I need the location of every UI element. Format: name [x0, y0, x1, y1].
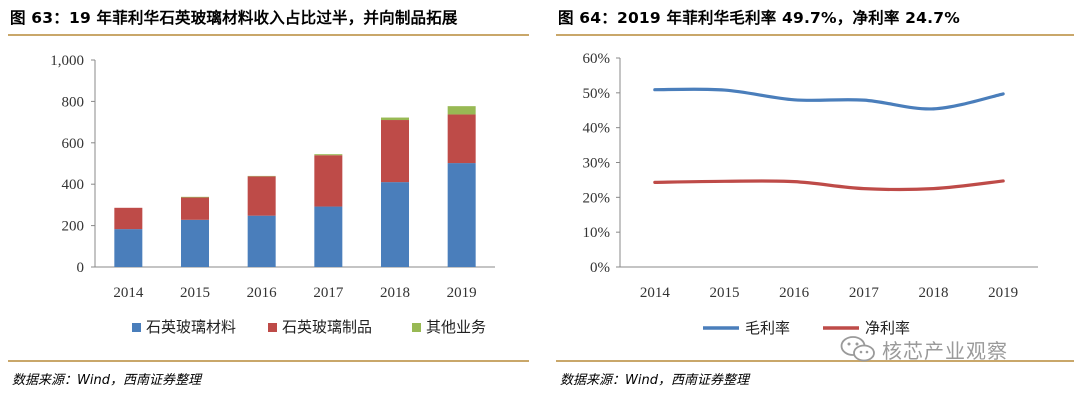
figure-title: 图 64：2019 年菲利华毛利率 49.7%，净利率 24.7% — [558, 9, 960, 27]
bar-segment — [447, 106, 476, 115]
x-tick-label: 2019 — [447, 285, 477, 301]
title-divider — [8, 34, 529, 36]
x-tick-label: 2017 — [313, 285, 344, 301]
legend-label: 毛利率 — [745, 319, 790, 337]
y-tick-label: 60% — [583, 51, 611, 67]
y-tick-label: 40% — [583, 121, 611, 137]
figure-title: 图 63：19 年菲利华石英玻璃材料收入占比过半，并向制品拓展 — [10, 9, 458, 27]
y-tick-label: 0 — [77, 260, 85, 276]
wechat-icon — [840, 336, 875, 362]
x-tick-label: 2018 — [919, 285, 949, 301]
x-tick-label: 2016 — [779, 285, 810, 301]
y-tick-label: 800 — [62, 94, 85, 110]
x-tick-label: 2015 — [710, 285, 740, 301]
bar-segment — [381, 117, 409, 121]
y-tick-label: 0% — [590, 260, 610, 276]
bar-segment — [314, 154, 343, 156]
bar-segment — [447, 114, 476, 164]
title-divider — [556, 34, 1074, 36]
y-tick-label: 400 — [62, 177, 85, 193]
y-tick-label: 50% — [583, 86, 611, 102]
chart-panel-revenue: 图 63：19 年菲利华石英玻璃材料收入占比过半，并向制品拓展 0 200 400 6… — [0, 0, 535, 404]
legend-label: 石英玻璃制品 — [282, 318, 372, 336]
source-divider — [556, 360, 1074, 362]
source-note: 数据来源：Wind，西南证券整理 — [12, 373, 201, 388]
watermark-text: 核芯产业观察 — [882, 338, 1008, 363]
bar-segment — [381, 182, 409, 267]
y-tick-label: 1,000 — [50, 53, 84, 69]
x-tick-label: 2016 — [247, 285, 278, 301]
bar-segment — [181, 196, 209, 198]
bar-segment — [314, 206, 343, 267]
y-tick-label: 30% — [583, 156, 611, 172]
y-tick-label: 10% — [583, 225, 611, 241]
x-tick-label: 2014 — [640, 285, 671, 301]
line-chart: 0% 10% 20% 30% 40% 50% 60% 2014 2015 2016 2017 2018… — [583, 51, 1038, 337]
bar-segment — [247, 215, 276, 267]
y-tick-label: 200 — [62, 219, 85, 235]
legend-label: 其他业务 — [426, 318, 486, 336]
legend-label: 净利率 — [865, 319, 910, 337]
bar-segment — [447, 163, 476, 267]
series-line — [653, 87, 1005, 111]
bar-segment — [314, 155, 343, 207]
chart-panel-margin: 图 64：2019 年菲利华毛利率 49.7%，净利率 24.7% 0% 10% 2… — [548, 0, 1080, 404]
source-divider — [8, 360, 529, 362]
watermark: 核芯产业观察 — [840, 334, 1008, 364]
x-tick-label: 2017 — [849, 285, 880, 301]
bar-segment — [181, 219, 209, 267]
bar-segment — [114, 207, 143, 230]
bar-segment — [181, 197, 209, 220]
source-note: 数据来源：Wind，西南证券整理 — [560, 373, 749, 388]
legend-label: 石英玻璃材料 — [146, 318, 236, 336]
series-line — [653, 179, 1005, 192]
legend-swatch — [412, 323, 421, 332]
x-tick-label: 2015 — [180, 285, 210, 301]
x-tick-label: 2018 — [380, 285, 410, 301]
bar-segment — [381, 120, 409, 183]
y-tick-label: 20% — [583, 190, 611, 206]
legend-swatch — [268, 323, 277, 332]
x-tick-label: 2019 — [988, 285, 1018, 301]
bar-segment — [247, 176, 276, 216]
bar-segment — [114, 229, 143, 267]
x-tick-label: 2014 — [113, 285, 144, 301]
y-tick-label: 600 — [62, 136, 85, 152]
stacked-bar-chart: 0 200 400 600 800 1,000 2014 2015 2016 2017 2018 20… — [50, 53, 495, 336]
legend-swatch — [132, 323, 141, 332]
